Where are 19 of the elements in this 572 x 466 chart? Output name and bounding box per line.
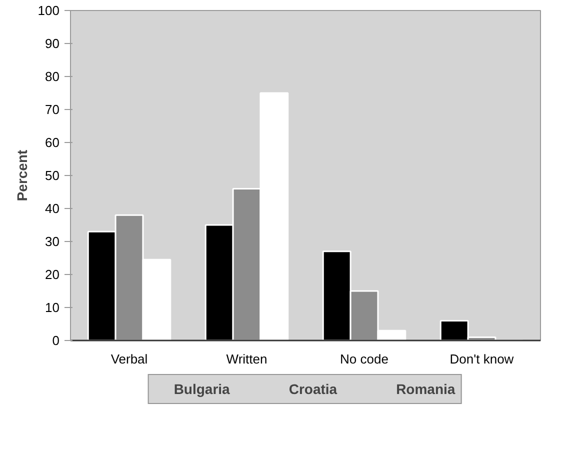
y-tick-label: 0	[52, 333, 60, 348]
y-tick-label: 40	[45, 201, 60, 216]
x-tick-label: Verbal	[110, 352, 148, 366]
y-tick-label: 60	[45, 135, 60, 150]
y-tick-label: 10	[45, 300, 60, 315]
x-tick-label: Don't know	[450, 352, 514, 366]
x-tick-label: No code	[340, 352, 388, 366]
y-tick-label: 100	[38, 3, 60, 18]
text: Bulgaria	[174, 381, 230, 397]
y-tick-label: 90	[45, 36, 60, 51]
x-tick-label: Written	[226, 352, 268, 366]
y-tick-label: 20	[45, 267, 60, 282]
text: Croatia	[288, 381, 338, 397]
y-tick-label: 30	[45, 234, 60, 249]
y-tick-label: 70	[45, 102, 60, 117]
text: Romania	[396, 381, 456, 397]
y-tick-label: 50	[45, 168, 60, 183]
y-axis-title: Percent	[14, 149, 30, 202]
y-tick-label: 80	[45, 69, 60, 84]
